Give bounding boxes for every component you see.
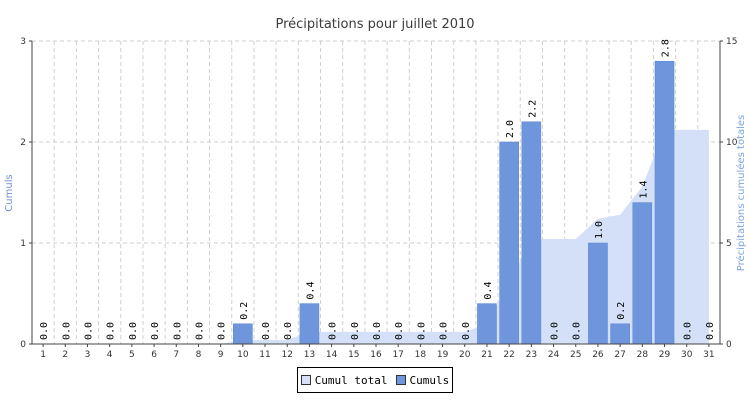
y2-axis-label: Précipitations cumulées totales: [735, 115, 747, 272]
data-label: 0.0: [217, 322, 228, 340]
x-tick-label: 22: [503, 350, 514, 360]
label-layer: 0.0 0.0 0.0 0.0 0.0 0.0 0.0 0.0 0.0 0.2 0.0 0.0 0.4 0…: [39, 39, 716, 340]
x-tick-label: 4: [107, 350, 113, 360]
x-tick-label: 2: [62, 350, 68, 360]
x-tick-label: 6: [151, 350, 157, 360]
x-tick-label: 21: [481, 350, 492, 360]
bar: [299, 303, 320, 345]
data-label: 0.0: [128, 322, 139, 340]
x-tick-label: 9: [218, 350, 224, 360]
data-label: 1.0: [594, 221, 605, 239]
x-tick-label: 31: [703, 350, 714, 360]
bar-layer: [233, 60, 675, 345]
data-label: 0.0: [372, 322, 383, 340]
data-label: 0.0: [572, 322, 583, 340]
area-layer: [43, 129, 709, 344]
bar: [610, 323, 630, 345]
data-label: 0.0: [150, 322, 161, 340]
x-tick-label: 13: [304, 350, 315, 360]
data-label: 0.0: [328, 322, 339, 340]
x-tick-label: 17: [392, 350, 403, 360]
data-label: 0.2: [616, 302, 627, 320]
x-tick-label: 26: [592, 350, 604, 360]
data-label: 0.0: [683, 322, 694, 340]
data-label: 0.0: [461, 322, 472, 340]
axes-layer: 1 2 3 4 5 6 7 8 9 10 11 12 13 14 15 16 17 18 19 20 21 22 23 24 2…: [20, 37, 737, 360]
x-tick-label: 7: [173, 350, 179, 360]
data-label: 0.0: [172, 322, 183, 340]
y-tick-label: 0: [20, 340, 26, 350]
bar: [588, 242, 608, 345]
data-label: 0.0: [550, 322, 561, 340]
data-label: 2.0: [505, 120, 516, 138]
data-label: 0.0: [194, 322, 205, 340]
x-tick-label: 3: [85, 350, 91, 360]
data-label: 0.4: [483, 282, 494, 300]
y2-tick-label: 15: [726, 37, 737, 47]
x-tick-label: 23: [526, 350, 537, 360]
legend-item-cumuls: Cumuls: [395, 373, 450, 387]
x-tick-label: 19: [437, 350, 449, 360]
x-tick-label: 12: [281, 350, 292, 360]
data-label: 0.0: [416, 322, 427, 340]
legend-label: Cumul total: [314, 373, 388, 387]
data-label: 2.8: [661, 39, 672, 57]
x-tick-label: 24: [548, 350, 560, 360]
x-tick-label: 30: [681, 350, 693, 360]
x-tick-label: 5: [129, 350, 135, 360]
legend-label: Cumuls: [409, 373, 450, 387]
x-tick-label: 8: [196, 350, 202, 360]
data-label: 2.2: [527, 100, 538, 118]
bar: [521, 121, 542, 345]
data-label: 1.4: [638, 181, 649, 199]
data-label: 0.0: [61, 322, 72, 340]
data-label: 0.2: [239, 302, 250, 320]
data-label: 0.0: [39, 322, 50, 340]
x-tick-label: 15: [348, 350, 359, 360]
x-tick-label: 16: [370, 350, 382, 360]
legend-item-cumul-total: Cumul total: [300, 373, 388, 387]
x-tick-label: 28: [637, 350, 649, 360]
y-tick-label: 2: [20, 138, 26, 148]
y2-tick-label: 0: [726, 340, 732, 350]
data-label: 0.0: [394, 322, 405, 340]
x-tick-label: 29: [659, 350, 671, 360]
data-label: 0.0: [283, 322, 294, 340]
data-label: 0.0: [261, 322, 272, 340]
y-tick-label: 1: [20, 239, 26, 249]
legend: Cumul total Cumuls: [297, 367, 453, 393]
y2-tick-label: 10: [726, 138, 738, 148]
x-tick-label: 14: [326, 350, 338, 360]
data-label: 0.0: [439, 322, 450, 340]
x-tick-label: 27: [614, 350, 625, 360]
data-label: 0.0: [83, 322, 94, 340]
data-label: 0.4: [305, 282, 316, 300]
area-cumul-total: [43, 129, 709, 344]
x-tick-label: 18: [415, 350, 427, 360]
bar: [477, 303, 497, 345]
chart-title: Précipitations pour juillet 2010: [275, 17, 474, 32]
bar: [654, 60, 675, 345]
legend-swatch: [395, 375, 406, 385]
x-tick-label: 20: [459, 350, 471, 360]
bar: [233, 323, 253, 345]
legend-swatch: [300, 375, 311, 385]
y2-tick-label: 5: [726, 239, 732, 249]
y-axis-label: Cumuls: [4, 174, 15, 211]
data-label: 0.0: [106, 322, 117, 340]
x-tick-label: 10: [237, 350, 249, 360]
bar: [499, 141, 519, 345]
x-tick-label: 1: [40, 350, 46, 360]
x-tick-label: 25: [570, 350, 581, 360]
x-tick-label: 11: [259, 350, 270, 360]
bar: [632, 202, 653, 345]
y-tick-label: 3: [20, 37, 26, 47]
data-label: 0.0: [705, 322, 716, 340]
data-label: 0.0: [350, 322, 361, 340]
